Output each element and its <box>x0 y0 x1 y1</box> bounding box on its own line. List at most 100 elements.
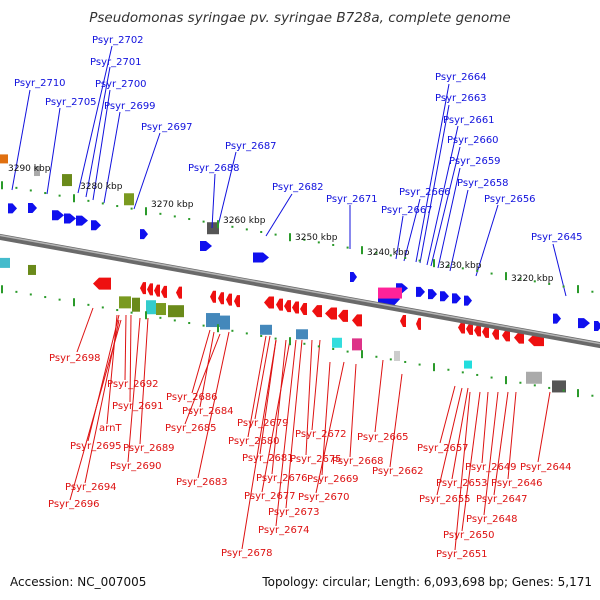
label-leader-line <box>552 243 567 297</box>
gene-label-psyr-2646[interactable]: Psyr_2646 <box>491 478 543 489</box>
tick-mark <box>231 329 234 332</box>
label-leader-line <box>426 125 459 266</box>
gene-label-psyr-2695[interactable]: Psyr_2695 <box>70 441 122 452</box>
label-leader-line <box>129 314 132 403</box>
gene-label-psyr-2645[interactable]: Psyr_2645 <box>531 232 583 243</box>
gene-label-psyr-2663[interactable]: Psyr_2663 <box>435 93 487 104</box>
gene-label-psyr-2678[interactable]: Psyr_2678 <box>221 548 273 559</box>
gene-label-psyr-2682[interactable]: Psyr_2682 <box>272 182 324 193</box>
gene-label-psyr-2679[interactable]: Psyr_2679 <box>237 418 289 429</box>
label-leader-line <box>481 391 489 464</box>
gene-label-psyr-2651[interactable]: Psyr_2651 <box>436 549 488 560</box>
gene-label-psyr-2710[interactable]: Psyr_2710 <box>14 78 66 89</box>
tick-mark <box>58 298 61 301</box>
gene-label-psyr-2690[interactable]: Psyr_2690 <box>110 461 162 472</box>
gene-block <box>260 324 272 335</box>
tick-mark <box>519 381 522 384</box>
gene-label-psyr-2655[interactable]: Psyr_2655 <box>419 494 471 505</box>
gene-label-psyr-2662[interactable]: Psyr_2662 <box>372 466 424 477</box>
gene-label-psyr-2664[interactable]: Psyr_2664 <box>435 72 487 83</box>
reverse-gene-arrow <box>234 295 240 308</box>
gene-label-psyr-2658[interactable]: Psyr_2658 <box>457 178 509 189</box>
gene-label-psyr-2671[interactable]: Psyr_2671 <box>326 194 378 205</box>
tick-mark <box>15 290 18 293</box>
gene-label-psyr-2644[interactable]: Psyr_2644 <box>520 462 572 473</box>
label-leader-line <box>254 335 271 420</box>
gene-label-psyr-2705[interactable]: Psyr_2705 <box>45 97 97 108</box>
gene-label-psyr-2692[interactable]: Psyr_2692 <box>107 379 159 390</box>
gene-label-psyr-2659[interactable]: Psyr_2659 <box>449 156 501 167</box>
gene-label-psyr-2647[interactable]: Psyr_2647 <box>476 494 528 505</box>
gene-label-psyr-2672[interactable]: Psyr_2672 <box>295 429 347 440</box>
tick-mark <box>505 272 507 281</box>
gene-label-psyr-2680[interactable]: Psyr_2680 <box>228 436 280 447</box>
gene-block <box>352 338 362 351</box>
gene-label-psyr-2650[interactable]: Psyr_2650 <box>443 530 495 541</box>
tick-mark <box>130 311 133 314</box>
gene-label-psyr-2681[interactable]: Psyr_2681 <box>242 453 294 464</box>
gene-block <box>394 350 400 361</box>
gene-label-psyr-2653[interactable]: Psyr_2653 <box>436 478 488 489</box>
reverse-gene-arrow <box>210 290 216 303</box>
label-leader-line <box>395 215 404 260</box>
gene-label-psyr-2661[interactable]: Psyr_2661 <box>443 115 495 126</box>
label-leader-line <box>191 329 211 394</box>
gene-label-psyr-2668[interactable]: Psyr_2668 <box>332 456 384 467</box>
gene-label-psyr-2702[interactable]: Psyr_2702 <box>92 35 144 46</box>
reverse-gene-arrow <box>352 314 362 327</box>
gene-label-psyr-2694[interactable]: Psyr_2694 <box>65 482 117 493</box>
gene-label-psyr-2698[interactable]: Psyr_2698 <box>49 353 101 364</box>
gene-label-psyr-2675[interactable]: Psyr_2675 <box>290 454 342 465</box>
tick-mark <box>591 394 594 397</box>
tick-mark <box>375 251 378 254</box>
tick-mark <box>332 243 335 246</box>
label-leader-line <box>461 391 481 532</box>
gene-label-psyr-2699[interactable]: Psyr_2699 <box>104 101 156 112</box>
gene-label-psyr-2677[interactable]: Psyr_2677 <box>244 491 296 502</box>
gene-label-psyr-2685[interactable]: Psyr_2685 <box>165 423 217 434</box>
gene-label-psyr-2691[interactable]: Psyr_2691 <box>112 401 164 412</box>
reverse-gene-arrow <box>176 286 182 299</box>
gene-label-psyr-2660[interactable]: Psyr_2660 <box>447 135 499 146</box>
tick-mark <box>404 360 407 363</box>
gene-label-psyr-2670[interactable]: Psyr_2670 <box>298 492 350 503</box>
gene-label-psyr-2669[interactable]: Psyr_2669 <box>307 474 359 485</box>
gene-label-psyr-2697[interactable]: Psyr_2697 <box>141 122 193 133</box>
label-leader-line <box>271 339 287 475</box>
gene-label-psyr-2648[interactable]: Psyr_2648 <box>466 514 518 525</box>
gene-label-psyr-2665[interactable]: Psyr_2665 <box>357 432 409 443</box>
gene-label-psyr-2656[interactable]: Psyr_2656 <box>484 194 536 205</box>
gene-label-psyr-2657[interactable]: Psyr_2657 <box>417 443 469 454</box>
gene-label-psyr-2666[interactable]: Psyr_2666 <box>399 187 451 198</box>
label-leader-line <box>321 361 331 476</box>
tick-mark <box>562 285 565 288</box>
label-leader-line <box>92 89 111 201</box>
gene-label-psyr-2689[interactable]: Psyr_2689 <box>123 443 175 454</box>
gene-label-psyr-2686[interactable]: Psyr_2686 <box>166 392 218 403</box>
label-leader-line <box>451 387 469 480</box>
reverse-gene-arrow <box>161 285 167 298</box>
gene-label-psyr-2674[interactable]: Psyr_2674 <box>258 525 310 536</box>
gene-label-psyr-2696[interactable]: Psyr_2696 <box>48 499 100 510</box>
gene-label-psyr-2683[interactable]: Psyr_2683 <box>176 477 228 488</box>
gene-label-psyr-2676[interactable]: Psyr_2676 <box>256 473 308 484</box>
gene-label-arnt[interactable]: arnT <box>99 423 122 434</box>
gene-label-psyr-2700[interactable]: Psyr_2700 <box>95 79 147 90</box>
tick-mark <box>317 345 320 348</box>
label-leader-line <box>275 339 297 527</box>
tick-mark <box>476 373 479 376</box>
label-leader-lines <box>11 45 567 551</box>
gene-label-psyr-2667[interactable]: Psyr_2667 <box>381 205 433 216</box>
gene-label-psyr-2649[interactable]: Psyr_2649 <box>465 462 517 473</box>
gene-label-psyr-2701[interactable]: Psyr_2701 <box>90 57 142 68</box>
gene-label-psyr-2687[interactable]: Psyr_2687 <box>225 141 277 152</box>
gene-label-psyr-2673[interactable]: Psyr_2673 <box>268 507 320 518</box>
label-leader-line <box>415 83 450 263</box>
label-leader-line <box>315 361 345 494</box>
forward-gene-arrow <box>464 295 472 306</box>
gene-label-psyr-2688[interactable]: Psyr_2688 <box>188 163 240 174</box>
tick-mark <box>173 215 176 218</box>
gene-block <box>332 337 342 348</box>
gene-label-psyr-2684[interactable]: Psyr_2684 <box>182 406 234 417</box>
tick-mark <box>130 207 133 210</box>
